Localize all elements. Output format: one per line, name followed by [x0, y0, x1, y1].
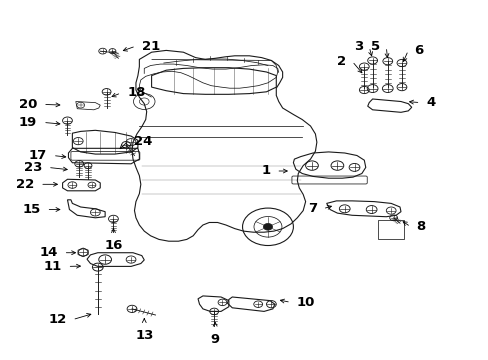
Text: 15: 15 — [22, 203, 41, 216]
Text: 2: 2 — [336, 55, 346, 68]
Text: 4: 4 — [426, 96, 435, 109]
Text: 9: 9 — [210, 333, 219, 346]
Text: 22: 22 — [16, 178, 34, 191]
Text: 18: 18 — [127, 86, 145, 99]
Text: 12: 12 — [48, 313, 66, 326]
Text: 16: 16 — [104, 239, 122, 252]
Text: 10: 10 — [296, 296, 315, 309]
Text: 20: 20 — [19, 98, 37, 111]
Text: 8: 8 — [416, 220, 425, 233]
Text: 17: 17 — [29, 149, 47, 162]
Text: 3: 3 — [353, 40, 363, 53]
Text: 13: 13 — [135, 329, 153, 342]
Text: 24: 24 — [134, 135, 152, 148]
Text: 11: 11 — [43, 260, 61, 273]
Text: 7: 7 — [307, 202, 316, 215]
Text: 21: 21 — [142, 40, 160, 53]
Text: 5: 5 — [370, 40, 380, 53]
Text: 1: 1 — [261, 165, 270, 177]
Text: 19: 19 — [19, 116, 37, 129]
Circle shape — [263, 224, 272, 230]
Text: 23: 23 — [23, 161, 42, 174]
Text: 6: 6 — [413, 44, 423, 57]
Text: 14: 14 — [39, 246, 58, 259]
